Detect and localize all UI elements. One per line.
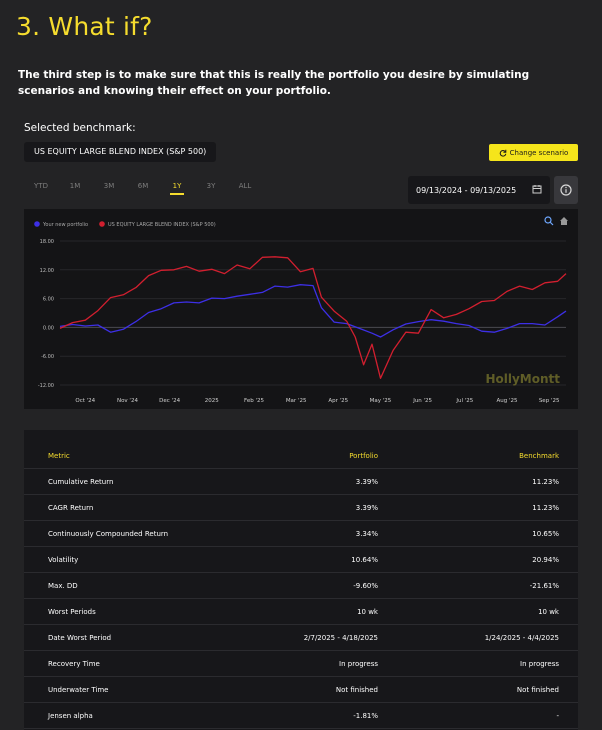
page-title: 3. What if? (16, 12, 153, 41)
table-cell: In progress (339, 660, 378, 668)
table-cell: - (556, 712, 559, 720)
table-row: Continuously Compounded Return 3.34% 10.65… (24, 520, 578, 547)
x-tick-label: Oct '24 (75, 398, 95, 404)
tab-all[interactable]: ALL (238, 182, 252, 190)
table-cell: 3.39% (355, 478, 378, 486)
benchmark-selector[interactable]: US EQUITY LARGE BLEND INDEX (S&P 500) (24, 142, 217, 162)
table-cell: Not finished (335, 686, 378, 694)
table-cell: 10.64% (351, 556, 378, 564)
y-tick-label: 0.00 (43, 325, 54, 331)
tab-1m[interactable]: 1M (69, 182, 81, 190)
column-header: Benchmark (519, 452, 559, 460)
intro-text: The third step is to make sure that this… (18, 69, 530, 97)
date-range-picker[interactable]: 09/13/2024 - 09/13/2025 (408, 176, 550, 204)
table-cell: -9.60% (353, 582, 378, 590)
table-cell: Jensen alpha (48, 712, 93, 720)
tab-3y[interactable]: 3Y (206, 182, 216, 190)
x-tick-label: Nov '24 (117, 398, 138, 404)
change-scenario-label: Change scenario (509, 148, 569, 157)
tab-3m[interactable]: 3M (103, 182, 115, 190)
y-tick-label: 18.00 (40, 239, 54, 245)
zoom-icon (544, 216, 552, 224)
benchmark-label: Selected benchmark: (24, 122, 136, 134)
table-row: CAGR Return 3.39% 11.23% (24, 494, 578, 521)
table-cell: Cumulative Return (48, 478, 114, 486)
refresh-icon (499, 149, 506, 157)
table-row: Underwater Time Not finished Not finished (24, 676, 578, 703)
table-cell: 11.23% (532, 478, 559, 486)
change-scenario-button[interactable]: Change scenario (489, 144, 578, 161)
table-header-row: Metric Portfolio Benchmark (24, 442, 578, 469)
table-row: Worst Periods 10 wk 10 wk (24, 598, 578, 625)
table-cell: Date Worst Period (48, 634, 112, 642)
home-icon (560, 217, 568, 225)
x-tick-label: Dec '24 (159, 398, 180, 404)
table-cell: 10 wk (538, 608, 559, 616)
zoom-icon-handle (549, 221, 554, 226)
x-tick-label: Apr '25 (328, 398, 348, 404)
tab-6m[interactable]: 6M (137, 182, 149, 190)
table-cell: CAGR Return (48, 504, 94, 512)
x-tick-label: Jul '25 (455, 398, 473, 404)
legend-marker (99, 221, 105, 227)
table-cell: -1.81% (353, 712, 378, 720)
table-cell: 2/7/2025 - 4/18/2025 (303, 634, 378, 642)
table-row: Jensen alpha -1.81% - (24, 702, 578, 729)
column-header: Portfolio (349, 452, 378, 460)
y-tick-label: -12.00 (38, 383, 54, 389)
legend-label: US EQUITY LARGE BLEND INDEX (S&P 500) (108, 222, 216, 228)
table-cell: 11.23% (532, 504, 559, 512)
y-tick-label: -6.00 (41, 354, 54, 360)
x-tick-label: 2025 (205, 398, 219, 404)
table-cell: 1/24/2025 - 4/4/2025 (484, 634, 559, 642)
y-tick-label: 6.00 (43, 297, 54, 303)
chart-svg: -12.00 -6.00 0.00 6.00 12.00 18.00 Oct '24 Nov … (34, 216, 568, 404)
legend-label: Your new portfolio (42, 222, 88, 228)
x-tick-label: Jun '25 (412, 398, 432, 404)
table-cell: 10.65% (532, 530, 559, 538)
table-row: Recovery Time In progress In progress (24, 650, 578, 677)
table-cell: Not finished (516, 686, 559, 694)
tab-ytd[interactable]: YTD (34, 182, 48, 190)
table-cell: Continuously Compounded Return (48, 530, 169, 538)
info-button[interactable] (554, 176, 578, 204)
table-cell: Volatility (48, 556, 79, 564)
x-tick-label: Aug '25 (496, 398, 517, 404)
tab-1y[interactable]: 1Y (160, 182, 194, 195)
x-tick-label: Sep '25 (539, 398, 560, 404)
table-row: Date Worst Period 2/7/2025 - 4/18/2025 1/2… (24, 624, 578, 651)
table-row: Cumulative Return 3.39% 11.23% (24, 468, 578, 495)
table-cell: Max. DD (48, 582, 78, 590)
y-tick-label: 12.00 (40, 268, 54, 274)
table-cell: In progress (520, 660, 559, 668)
series-line-benchmark (59, 256, 567, 379)
legend-marker (34, 221, 40, 227)
table-cell: 10 wk (357, 608, 378, 616)
info-icon (560, 184, 572, 196)
table-cell: Worst Periods (48, 608, 96, 616)
table-row: Max. DD -9.60% -21.61% (24, 572, 578, 599)
watermark-logo: HollyMontt (485, 372, 560, 386)
date-range-value: 09/13/2024 - 09/13/2025 (416, 185, 517, 195)
calendar-icon (532, 185, 542, 194)
table-cell: Underwater Time (48, 686, 109, 694)
period-tabs: YTD 1M 3M 6M 1Y 3Y ALL (24, 182, 262, 195)
table-cell: 3.39% (355, 504, 378, 512)
table-row: Volatility 10.64% 20.94% (24, 546, 578, 573)
x-tick-label: May '25 (370, 398, 392, 404)
table-cell: 20.94% (532, 556, 559, 564)
table-cell: 3.34% (355, 530, 378, 538)
series-line-portfolio (59, 284, 567, 338)
performance-chart: -12.00 -6.00 0.00 6.00 12.00 18.00 Oct '24 Nov … (24, 209, 578, 409)
table-cell: Recovery Time (48, 660, 100, 668)
column-header: Metric (48, 452, 70, 460)
metrics-table: Metric Portfolio Benchmark Cumulative Retur… (24, 430, 578, 730)
x-tick-label: Mar '25 (286, 398, 307, 404)
table-cell: -21.61% (529, 582, 559, 590)
x-tick-label: Feb '25 (244, 398, 264, 404)
